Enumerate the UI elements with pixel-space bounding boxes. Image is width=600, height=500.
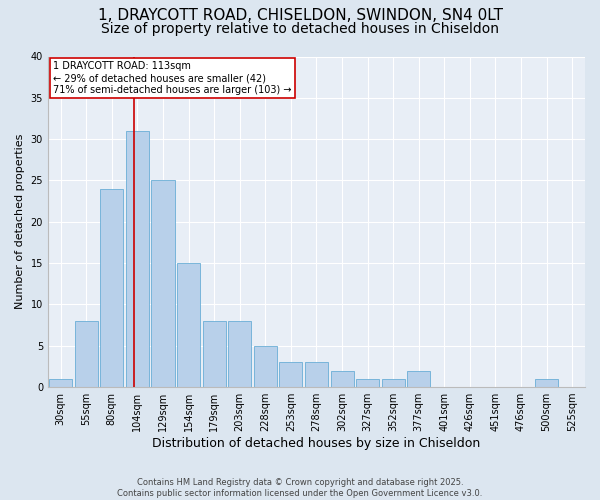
Bar [49, 379, 72, 387]
Bar [100, 188, 124, 387]
X-axis label: Distribution of detached houses by size in Chiseldon: Distribution of detached houses by size … [152, 437, 481, 450]
Bar [228, 321, 251, 387]
Text: Contains HM Land Registry data © Crown copyright and database right 2025.
Contai: Contains HM Land Registry data © Crown c… [118, 478, 482, 498]
Bar [382, 379, 404, 387]
Bar [177, 263, 200, 387]
Bar [280, 362, 302, 387]
Bar [203, 321, 226, 387]
Bar [331, 370, 353, 387]
Bar [407, 370, 430, 387]
Y-axis label: Number of detached properties: Number of detached properties [15, 134, 25, 310]
Text: Size of property relative to detached houses in Chiseldon: Size of property relative to detached ho… [101, 22, 499, 36]
Text: 1, DRAYCOTT ROAD, CHISELDON, SWINDON, SN4 0LT: 1, DRAYCOTT ROAD, CHISELDON, SWINDON, SN… [97, 8, 503, 22]
Bar [151, 180, 175, 387]
Bar [126, 131, 149, 387]
Bar [305, 362, 328, 387]
Bar [356, 379, 379, 387]
Bar [75, 321, 98, 387]
Bar [535, 379, 558, 387]
Text: 1 DRAYCOTT ROAD: 113sqm
← 29% of detached houses are smaller (42)
71% of semi-de: 1 DRAYCOTT ROAD: 113sqm ← 29% of detache… [53, 62, 292, 94]
Bar [254, 346, 277, 387]
